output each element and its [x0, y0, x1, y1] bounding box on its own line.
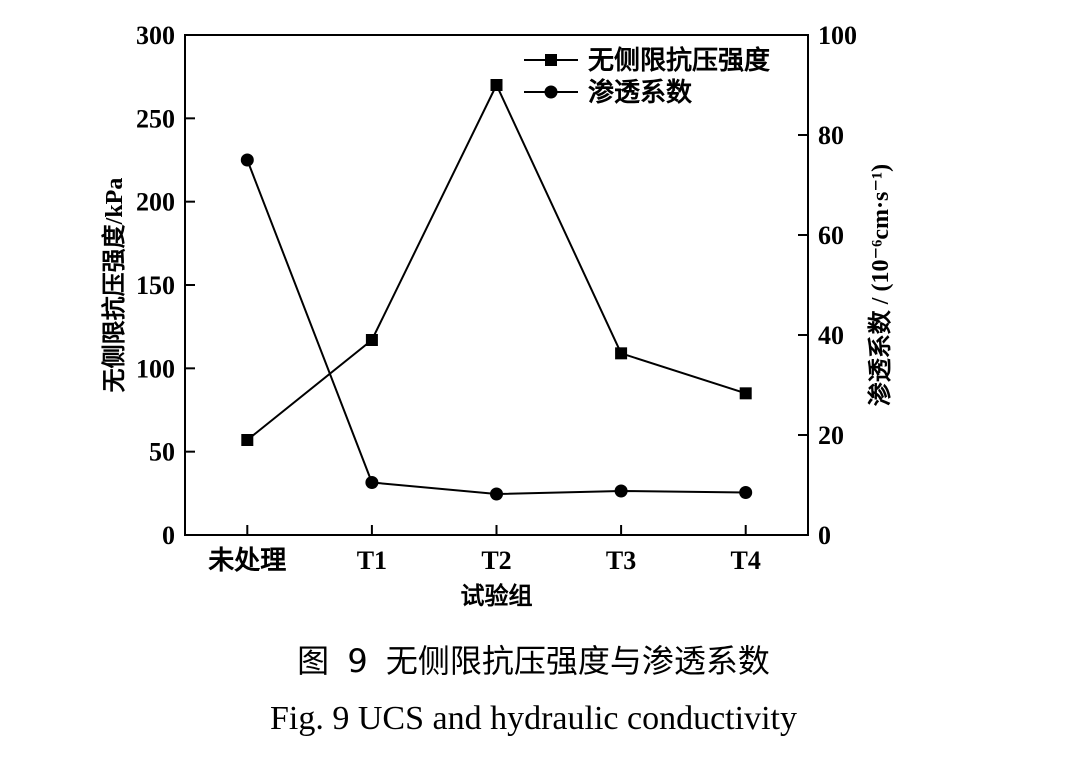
legend-marker-circle [544, 85, 558, 99]
data-point-circle [614, 484, 628, 498]
data-point-square [615, 347, 628, 360]
data-point-circle [240, 153, 254, 167]
data-point-circle [365, 476, 379, 489]
chart: 0 50 100 150 200 250 300 0 20 40 60 80 100 未处理 T1 T2 T3 T… [100, 21, 894, 610]
x-tick-label: T1 [357, 546, 387, 575]
left-y-tick-label: 150 [136, 271, 175, 300]
figure-caption-chinese: 图 9 无侧限抗压强度与渗透系数 [297, 642, 770, 680]
data-point-square [241, 434, 254, 446]
series-line-2 [246, 159, 746, 496]
right-y-axis-title: 渗透系数 / (10⁻⁶cm·s⁻¹) [866, 164, 894, 406]
x-tick-label: T2 [481, 546, 511, 575]
left-y-axis-title: 无侧限抗压强度/kPa [100, 178, 128, 393]
left-y-tick-label: 50 [149, 438, 175, 467]
data-point-square [365, 334, 378, 346]
x-tick-label: T4 [731, 546, 761, 575]
legend-label: 无侧限抗压强度 [588, 45, 770, 75]
figure-caption-english: Fig. 9 UCS and hydraulic conductivity [270, 700, 797, 737]
data-point-circle [490, 487, 503, 501]
left-y-tick-label: 250 [136, 104, 175, 133]
right-y-tick-label: 40 [818, 321, 844, 350]
data-point-square [490, 79, 503, 91]
data-point-square [739, 387, 752, 400]
x-tick-label: T3 [606, 546, 636, 575]
series-line-1 [246, 82, 747, 441]
left-y-tick-label: 300 [136, 21, 175, 50]
x-axis-title: 试验组 [461, 582, 533, 610]
left-y-tick-label: 0 [162, 521, 175, 550]
right-y-tick-label: 60 [818, 221, 844, 250]
right-y-tick-label: 0 [818, 521, 831, 550]
left-y-tick-label: 100 [136, 354, 175, 383]
legend-label: 渗透系数 [588, 77, 693, 107]
plot-frame [184, 34, 809, 536]
data-point-circle [739, 486, 753, 499]
right-y-tick-label: 80 [818, 121, 844, 150]
right-y-tick-label: 20 [818, 421, 844, 450]
x-tick-label: 未处理 [208, 546, 286, 575]
right-y-tick-label: 100 [818, 21, 857, 50]
legend-marker-square [545, 54, 557, 66]
left-y-tick-label: 200 [136, 188, 175, 217]
